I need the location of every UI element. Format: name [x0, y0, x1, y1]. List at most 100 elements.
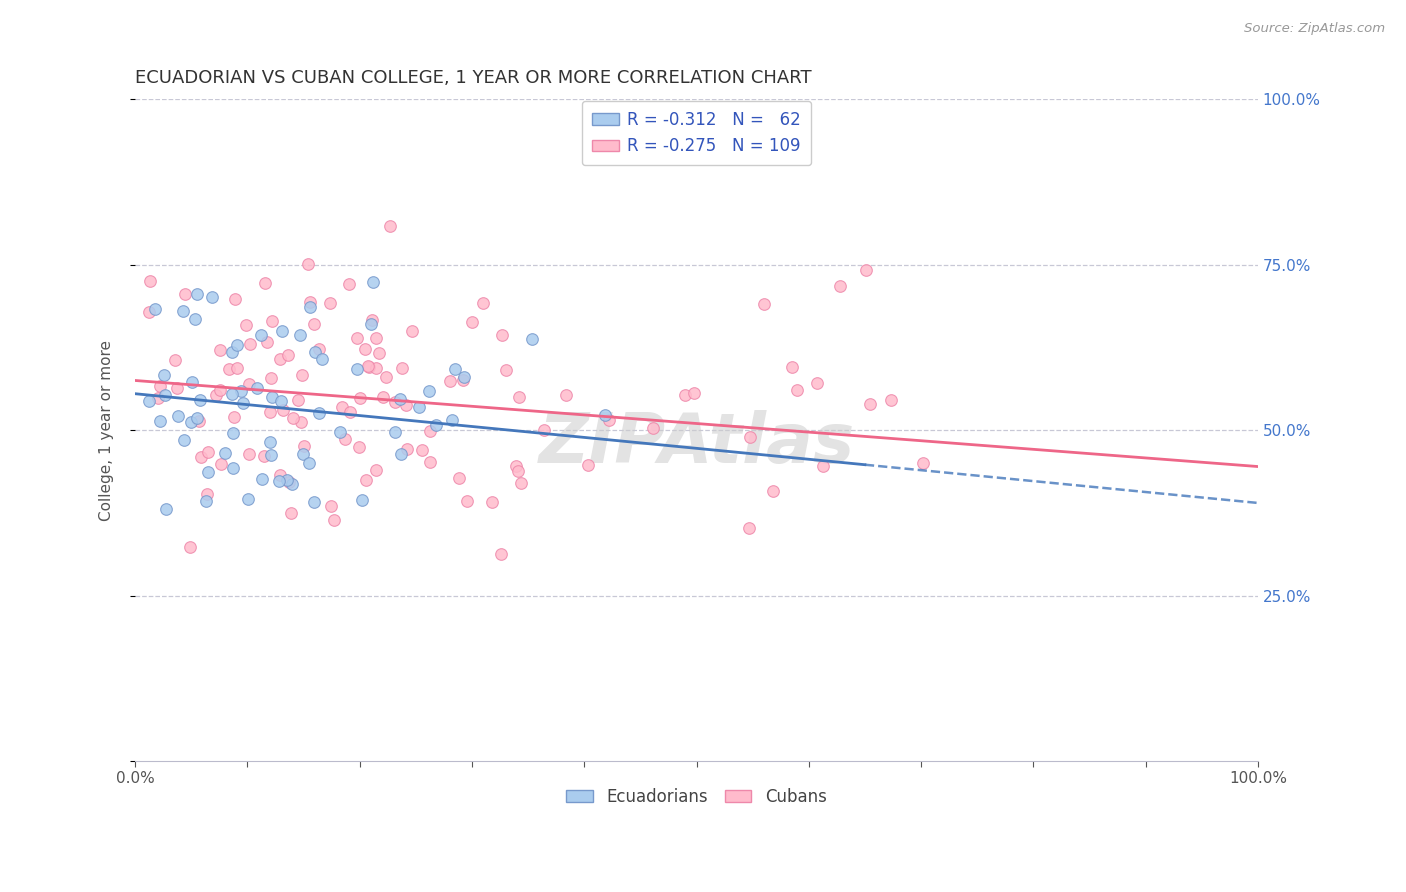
Point: [489, 547, 512, 561]
Y-axis label: College, 1 year or more: College, 1 year or more: [100, 340, 114, 521]
Point: [443, 362, 465, 376]
Point: [401, 324, 423, 338]
Point: [738, 430, 761, 444]
Point: [439, 374, 461, 388]
Point: [311, 351, 333, 366]
Point: [149, 379, 172, 393]
Point: [339, 405, 361, 419]
Point: [209, 383, 232, 397]
Point: [172, 303, 194, 318]
Point: [304, 345, 326, 359]
Point: [195, 494, 218, 508]
Point: [396, 442, 419, 456]
Point: [419, 424, 441, 438]
Point: [491, 327, 513, 342]
Point: [197, 487, 219, 501]
Point: [555, 388, 578, 402]
Point: [222, 410, 245, 425]
Point: [260, 448, 283, 462]
Point: [188, 414, 211, 428]
Point: [143, 301, 166, 316]
Point: [287, 393, 309, 408]
Point: [366, 331, 388, 345]
Text: ZIPAtlas: ZIPAtlas: [538, 409, 855, 477]
Point: [197, 465, 219, 479]
Point: [806, 376, 828, 390]
Point: [166, 381, 188, 395]
Point: [361, 312, 384, 326]
Point: [308, 406, 330, 420]
Point: [456, 493, 478, 508]
Point: [353, 342, 375, 356]
Point: [357, 359, 380, 374]
Point: [278, 475, 301, 489]
Point: [780, 360, 803, 375]
Point: [226, 337, 249, 351]
Point: [209, 343, 232, 357]
Point: [186, 411, 208, 425]
Point: [762, 484, 785, 499]
Point: [260, 314, 283, 328]
Point: [235, 318, 257, 332]
Point: [683, 385, 706, 400]
Point: [221, 387, 243, 401]
Point: [167, 409, 190, 423]
Point: [389, 392, 412, 407]
Point: [533, 423, 555, 437]
Point: [578, 458, 600, 472]
Point: [357, 359, 380, 373]
Point: [440, 413, 463, 427]
Point: [174, 287, 197, 301]
Point: [221, 345, 243, 359]
Point: [912, 456, 935, 470]
Point: [269, 467, 291, 482]
Point: [333, 432, 356, 446]
Point: [460, 315, 482, 329]
Point: [509, 476, 531, 491]
Point: [368, 346, 391, 360]
Point: [165, 353, 187, 368]
Point: [308, 343, 330, 357]
Point: [180, 375, 202, 389]
Point: [139, 274, 162, 288]
Point: [226, 360, 249, 375]
Point: [855, 263, 877, 277]
Point: [224, 292, 246, 306]
Point: [828, 279, 851, 293]
Point: [411, 442, 433, 457]
Point: [384, 425, 406, 440]
Point: [179, 540, 201, 554]
Point: [214, 446, 236, 460]
Point: [253, 277, 276, 291]
Point: [281, 410, 304, 425]
Point: [366, 360, 388, 375]
Point: [319, 296, 342, 310]
Point: [859, 396, 882, 410]
Point: [384, 395, 406, 409]
Point: [786, 383, 808, 397]
Point: [288, 327, 311, 342]
Point: [418, 384, 440, 399]
Point: [811, 459, 834, 474]
Point: [481, 495, 503, 509]
Point: [184, 311, 207, 326]
Point: [267, 474, 290, 488]
Point: [250, 327, 273, 342]
Point: [256, 335, 278, 350]
Point: [190, 450, 212, 464]
Point: [238, 447, 260, 461]
Point: [453, 369, 475, 384]
Point: [299, 295, 322, 310]
Point: [752, 296, 775, 310]
Point: [238, 376, 260, 391]
Point: [297, 256, 319, 270]
Point: [222, 426, 245, 441]
Point: [337, 277, 360, 291]
Text: ECUADORIAN VS CUBAN COLLEGE, 1 YEAR OR MORE CORRELATION CHART: ECUADORIAN VS CUBAN COLLEGE, 1 YEAR OR M…: [135, 69, 811, 87]
Point: [146, 391, 169, 405]
Point: [271, 402, 294, 417]
Point: [319, 499, 342, 513]
Point: [323, 513, 346, 527]
Point: [291, 368, 314, 382]
Point: [508, 390, 530, 404]
